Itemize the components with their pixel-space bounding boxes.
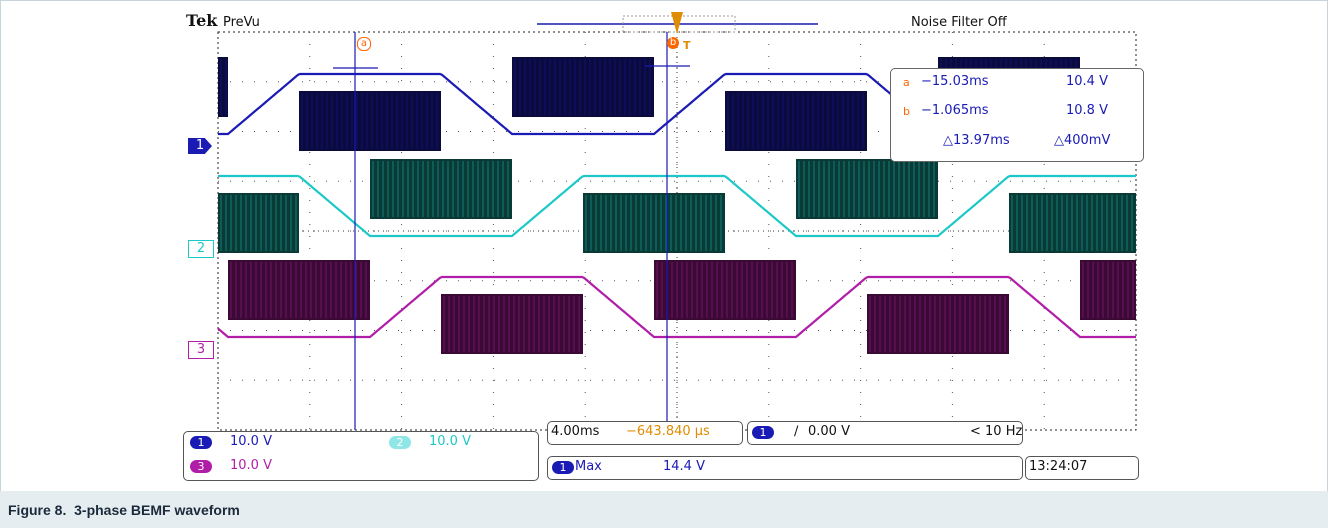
clock-panel: 13:24:07 [1025, 456, 1139, 480]
pwm-band-3 [228, 260, 370, 320]
readout-b-value: 10.8 V [1066, 103, 1108, 118]
readout-a-value: 10.4 V [1066, 74, 1108, 89]
timebase-panel: 4.00ms −643.840 μs [547, 421, 743, 445]
measurement-panel: 1 Max 14.4 V [547, 456, 1023, 480]
pwm-band-2 [796, 159, 938, 219]
channel-1-marker: 1 [188, 138, 212, 154]
pwm-band-3 [441, 294, 583, 354]
ch3-scale: 10.0 V [230, 458, 272, 473]
pwm-band-1 [725, 91, 867, 151]
trigger-position-icon [671, 12, 683, 34]
trigger-position-marker: T [683, 39, 691, 52]
ch1-scale: 10.0 V [230, 434, 272, 449]
readout-b-time: −1.065ms [921, 103, 989, 118]
readout-delta-time: △13.97ms [943, 133, 1010, 148]
trigger-frequency: < 10 Hz [970, 424, 1023, 439]
pwm-band-2 [370, 159, 512, 219]
measurement-source-chip[interactable]: 1 [552, 461, 574, 474]
noise-filter-status: Noise Filter Off [911, 15, 1007, 30]
ch2-scale: 10.0 V [429, 434, 471, 449]
figure-caption: Figure 8. 3-phase BEMF waveform [8, 502, 240, 518]
channel-scale-panel: 1 10.0 V 2 10.0 V 3 10.0 V [183, 431, 539, 481]
timebase-position: −643.840 μs [626, 424, 710, 439]
pwm-band-1 [299, 91, 441, 151]
ch2-scale-chip[interactable]: 2 [389, 436, 411, 449]
cursor-readout-panel: a −15.03ms 10.4 V b −1.065ms 10.8 V △13.… [890, 68, 1144, 162]
waveform-trace-ch2 [218, 174, 1136, 238]
measurement-value: 14.4 V [663, 459, 705, 474]
waveform-plot [217, 12, 1137, 431]
pwm-band-3 [867, 294, 1009, 354]
waveform-trace-ch3 [217, 275, 1136, 339]
trigger-level: 0.00 V [808, 424, 850, 439]
readout-delta-value: △400mV [1054, 133, 1111, 148]
pwm-band-3 [654, 260, 796, 320]
pwm-band-2 [218, 193, 299, 253]
cursor-b-marker: b [667, 37, 679, 49]
caption-bar [0, 491, 1328, 528]
pwm-band-1 [218, 57, 228, 117]
readout-a-time: −15.03ms [921, 74, 989, 89]
brand-logo: Tek [186, 11, 218, 30]
pwm-band-1 [512, 57, 654, 117]
trigger-slope-icon: ∕ [794, 424, 799, 439]
clock-time: 13:24:07 [1029, 459, 1088, 474]
channel-3-marker: 3 [188, 341, 214, 359]
readout-a-icon: a [903, 76, 910, 89]
cursor-a-marker: a [357, 37, 371, 51]
measurement-label: Max [575, 459, 602, 474]
trigger-source-chip[interactable]: 1 [752, 426, 774, 439]
pwm-band-2 [583, 193, 725, 253]
channel-2-marker: 2 [188, 240, 214, 258]
readout-b-icon: b [903, 105, 910, 118]
ch1-scale-chip[interactable]: 1 [190, 436, 212, 449]
oscilloscope-display: Tek PreVu Noise Filter Off a b T 1 2 3 a… [183, 10, 1144, 484]
trigger-panel: 1 ∕ 0.00 V < 10 Hz [747, 421, 1023, 445]
pwm-band-2 [1009, 193, 1136, 253]
timebase-scale: 4.00ms [551, 424, 600, 439]
ch3-scale-chip[interactable]: 3 [190, 460, 212, 473]
prevu-label: PreVu [223, 15, 260, 30]
